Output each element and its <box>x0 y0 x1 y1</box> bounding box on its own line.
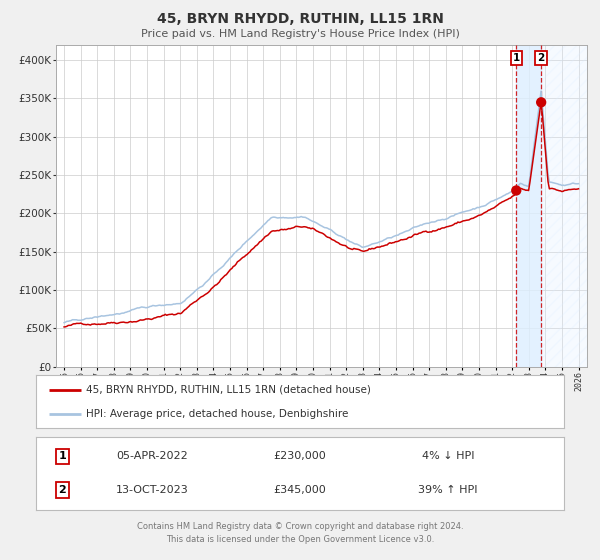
Text: Contains HM Land Registry data © Crown copyright and database right 2024.: Contains HM Land Registry data © Crown c… <box>137 522 463 531</box>
Text: 1: 1 <box>59 451 66 461</box>
Text: Price paid vs. HM Land Registry's House Price Index (HPI): Price paid vs. HM Land Registry's House … <box>140 29 460 39</box>
Text: 05-APR-2022: 05-APR-2022 <box>116 451 188 461</box>
Text: 45, BRYN RHYDD, RUTHIN, LL15 1RN: 45, BRYN RHYDD, RUTHIN, LL15 1RN <box>157 12 443 26</box>
Text: HPI: Average price, detached house, Denbighshire: HPI: Average price, detached house, Denb… <box>86 409 349 419</box>
Text: 39% ↑ HPI: 39% ↑ HPI <box>418 485 478 495</box>
Text: 4% ↓ HPI: 4% ↓ HPI <box>422 451 474 461</box>
Text: £230,000: £230,000 <box>274 451 326 461</box>
Bar <box>541 45 587 367</box>
Text: 2: 2 <box>59 485 66 495</box>
Text: 1: 1 <box>512 53 520 63</box>
Bar <box>516 45 541 367</box>
Text: This data is licensed under the Open Government Licence v3.0.: This data is licensed under the Open Gov… <box>166 535 434 544</box>
Text: £345,000: £345,000 <box>274 485 326 495</box>
Text: 45, BRYN RHYDD, RUTHIN, LL15 1RN (detached house): 45, BRYN RHYDD, RUTHIN, LL15 1RN (detach… <box>86 385 371 395</box>
Text: 13-OCT-2023: 13-OCT-2023 <box>116 485 188 495</box>
Text: 2: 2 <box>538 53 545 63</box>
Point <box>511 186 521 195</box>
Point <box>536 98 546 107</box>
